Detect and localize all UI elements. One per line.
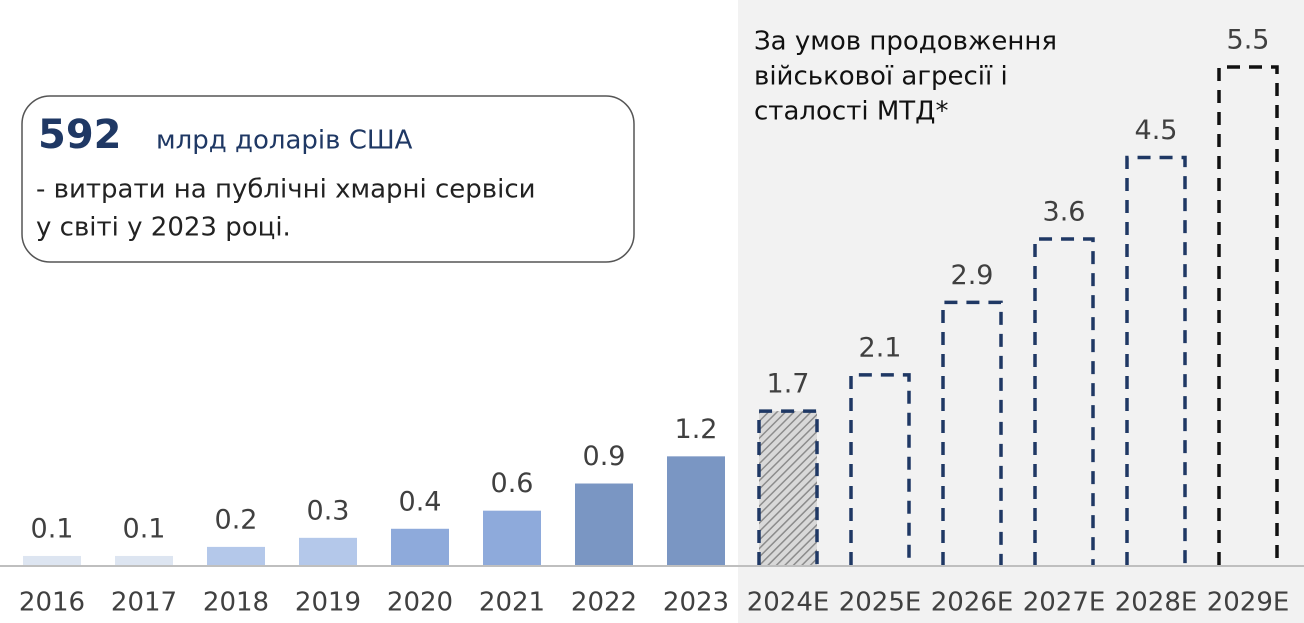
x-tick-label: 2027E xyxy=(1023,588,1106,618)
bar xyxy=(757,409,819,565)
bar xyxy=(941,300,1003,565)
x-tick-label: 2020 xyxy=(387,588,453,618)
value-label: 0.2 xyxy=(215,504,258,535)
bar xyxy=(1033,237,1095,565)
bar xyxy=(299,537,357,565)
x-tick-label: 2029E xyxy=(1207,588,1290,618)
bar xyxy=(391,528,449,565)
value-label: 4.5 xyxy=(1135,115,1178,146)
value-label: 0.6 xyxy=(491,468,534,499)
value-label: 0.1 xyxy=(123,513,166,544)
value-label: 0.4 xyxy=(399,486,442,517)
value-label: 0.9 xyxy=(583,441,626,472)
bar xyxy=(667,456,725,565)
value-label: 2.9 xyxy=(951,260,994,291)
x-tick-label: 2016 xyxy=(19,588,85,618)
x-tick-label: 2019 xyxy=(295,588,361,618)
bar xyxy=(207,546,265,565)
callout-box xyxy=(21,95,635,263)
bar xyxy=(115,555,173,565)
value-label: 5.5 xyxy=(1227,25,1270,56)
value-label: 0.1 xyxy=(31,513,74,544)
x-tick-label: 2025E xyxy=(839,588,922,618)
forecast-shade xyxy=(738,0,1304,623)
bar xyxy=(1125,155,1187,565)
bar xyxy=(483,510,541,565)
callout-unit: млрд доларів США xyxy=(156,126,413,156)
x-tick-label: 2021 xyxy=(479,588,545,618)
x-tick-label: 2028E xyxy=(1115,588,1198,618)
bar xyxy=(849,373,911,565)
bar xyxy=(1217,65,1279,565)
bar xyxy=(23,555,81,565)
value-label: 0.3 xyxy=(307,495,350,526)
value-label: 3.6 xyxy=(1043,197,1086,228)
annotation: сталості МТД* xyxy=(754,97,948,127)
x-tick-label: 2022 xyxy=(571,588,637,618)
value-label: 1.2 xyxy=(675,414,718,445)
callout-line: у світі у 2023 році. xyxy=(36,213,291,243)
x-tick-label: 2018 xyxy=(203,588,269,618)
callout-line: - витрати на публічні хмарні сервіси xyxy=(36,175,536,205)
x-tick-label: 2026E xyxy=(931,588,1014,618)
x-tick-label: 2017 xyxy=(111,588,177,618)
callout-value: 592 xyxy=(38,112,122,158)
annotation: За умов продовження xyxy=(754,27,1057,57)
x-tick-label: 2023 xyxy=(663,588,729,618)
annotation: військової агресії і xyxy=(754,62,1008,92)
value-label: 1.7 xyxy=(767,369,810,400)
value-label: 2.1 xyxy=(859,332,902,363)
x-tick-label: 2024E xyxy=(747,588,830,618)
bar xyxy=(575,483,633,565)
